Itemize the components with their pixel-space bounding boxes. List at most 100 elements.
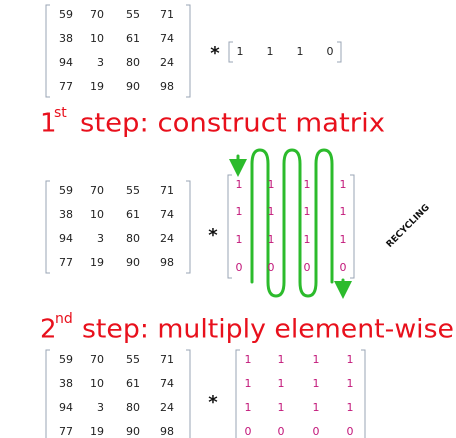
matrix-cell: 38 <box>59 377 73 390</box>
matrix-cell: 1 <box>304 233 311 246</box>
step-suffix: st <box>54 105 67 121</box>
matrix-cell: 24 <box>160 232 174 245</box>
matrix-cell: 90 <box>126 80 140 93</box>
matrix-cell: 98 <box>160 80 174 93</box>
matrix-cell: 1 <box>278 353 285 366</box>
bracket <box>361 349 366 438</box>
matrix-cell: 77 <box>59 256 73 269</box>
recycling-arrows <box>229 148 352 299</box>
matrix-cell: 1 <box>313 401 320 414</box>
matrix-cell: 59 <box>59 353 73 366</box>
bracket <box>350 174 355 279</box>
bracket <box>228 41 233 63</box>
step-suffix: nd <box>55 311 73 327</box>
matrix-cell: 1 <box>304 205 311 218</box>
bracket <box>45 349 50 438</box>
matrix-cell: 3 <box>97 232 104 245</box>
vector-cell: 1 <box>237 45 244 58</box>
step-number: 1 <box>40 109 57 139</box>
matrix-cell: 61 <box>126 208 140 221</box>
matrix-cell: 74 <box>160 377 174 390</box>
matrix-cell: 59 <box>59 184 73 197</box>
matrix-cell: 0 <box>268 261 275 274</box>
operator: * <box>210 43 220 64</box>
matrix-cell: 1 <box>278 377 285 390</box>
matrix-cell: 1 <box>340 233 347 246</box>
matrix-cell: 3 <box>97 401 104 414</box>
matrix-cell: 94 <box>59 56 73 69</box>
matrix-cell: 0 <box>278 425 285 438</box>
matrix-cell: 38 <box>59 208 73 221</box>
matrix-cell: 61 <box>126 32 140 45</box>
recycling-label: RECYCLING <box>385 203 432 250</box>
matrix-cell: 24 <box>160 401 174 414</box>
matrix-cell: 1 <box>236 205 243 218</box>
matrix-cell: 1 <box>245 377 252 390</box>
matrix-cell: 98 <box>160 256 174 269</box>
bracket <box>45 4 50 98</box>
matrix-cell: 1 <box>313 377 320 390</box>
matrix-cell: 1 <box>268 178 275 191</box>
matrix-cell: 1 <box>340 205 347 218</box>
matrix-cell: 1 <box>245 401 252 414</box>
matrix-cell: 1 <box>268 205 275 218</box>
step-text: step: construct matrix <box>80 109 385 139</box>
step-number: 2 <box>40 315 57 345</box>
bracket <box>45 180 50 274</box>
matrix-cell: 61 <box>126 377 140 390</box>
matrix-cell: 55 <box>126 8 140 21</box>
matrix-cell: 1 <box>340 178 347 191</box>
matrix-cell: 90 <box>126 425 140 438</box>
matrix-cell: 19 <box>90 256 104 269</box>
matrix-cell: 71 <box>160 184 174 197</box>
matrix-cell: 98 <box>160 425 174 438</box>
matrix-cell: 3 <box>97 56 104 69</box>
matrix-cell: 0 <box>340 261 347 274</box>
operator: * <box>208 225 218 246</box>
bracket <box>186 180 191 274</box>
matrix-cell: 1 <box>236 233 243 246</box>
matrix-cell: 0 <box>236 261 243 274</box>
matrix-cell: 38 <box>59 32 73 45</box>
matrix-cell: 74 <box>160 208 174 221</box>
matrix-cell: 10 <box>90 208 104 221</box>
vector-cell: 0 <box>327 45 334 58</box>
matrix-cell: 71 <box>160 353 174 366</box>
matrix-cell: 77 <box>59 80 73 93</box>
matrix-cell: 1 <box>347 401 354 414</box>
matrix-cell: 0 <box>347 425 354 438</box>
matrix-cell: 90 <box>126 256 140 269</box>
bracket <box>337 41 342 63</box>
matrix-cell: 94 <box>59 232 73 245</box>
matrix-cell: 10 <box>90 32 104 45</box>
matrix-cell: 71 <box>160 8 174 21</box>
matrix-cell: 80 <box>126 56 140 69</box>
matrix-cell: 70 <box>90 8 104 21</box>
vector-cell: 1 <box>297 45 304 58</box>
bracket <box>227 174 232 279</box>
matrix-cell: 80 <box>126 232 140 245</box>
bracket <box>186 4 191 98</box>
matrix-cell: 80 <box>126 401 140 414</box>
matrix-cell: 24 <box>160 56 174 69</box>
matrix-cell: 10 <box>90 377 104 390</box>
matrix-cell: 1 <box>245 353 252 366</box>
matrix-cell: 1 <box>313 353 320 366</box>
bracket <box>186 349 191 438</box>
operator: * <box>208 392 218 413</box>
matrix-cell: 0 <box>245 425 252 438</box>
matrix-cell: 0 <box>304 261 311 274</box>
matrix-cell: 19 <box>90 425 104 438</box>
matrix-cell: 1 <box>347 353 354 366</box>
matrix-cell: 1 <box>347 377 354 390</box>
matrix-cell: 0 <box>313 425 320 438</box>
matrix-cell: 59 <box>59 8 73 21</box>
matrix-cell: 70 <box>90 184 104 197</box>
matrix-cell: 1 <box>278 401 285 414</box>
matrix-cell: 55 <box>126 184 140 197</box>
matrix-cell: 1 <box>304 178 311 191</box>
matrix-cell: 94 <box>59 401 73 414</box>
matrix-cell: 1 <box>236 178 243 191</box>
matrix-cell: 77 <box>59 425 73 438</box>
